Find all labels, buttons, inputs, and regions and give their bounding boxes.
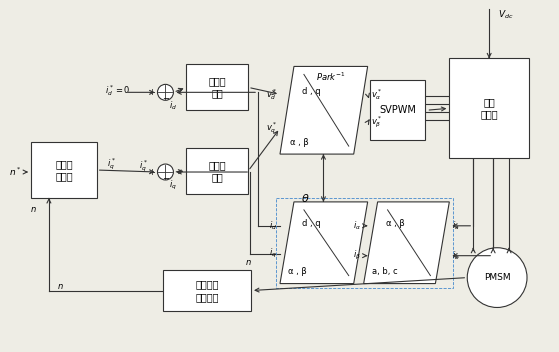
Text: 位置和速
度传感器: 位置和速 度传感器 <box>196 279 219 302</box>
Bar <box>449 58 529 158</box>
Text: 磁链控
制器: 磁链控 制器 <box>209 76 226 99</box>
Text: $i_{\alpha}$: $i_{\alpha}$ <box>353 220 361 232</box>
Text: $n$: $n$ <box>58 282 64 291</box>
Text: $Park^{-1}$: $Park^{-1}$ <box>316 70 345 83</box>
Text: +: + <box>149 168 155 176</box>
Text: 自抗扰
控制器: 自抗扰 控制器 <box>55 159 73 181</box>
Text: d , q: d , q <box>302 219 320 228</box>
Text: $i_d$: $i_d$ <box>269 220 277 232</box>
Text: $i_d^*=0$: $i_d^*=0$ <box>105 83 131 98</box>
Text: $i_a$: $i_a$ <box>452 220 460 232</box>
Text: $i_d$: $i_d$ <box>169 99 178 112</box>
Circle shape <box>467 248 527 308</box>
Bar <box>31 142 97 198</box>
Text: $v_{\beta}^*$: $v_{\beta}^*$ <box>371 114 382 130</box>
Text: $V_{dc}$: $V_{dc}$ <box>498 8 514 21</box>
Text: $v_q^*$: $v_q^*$ <box>266 120 277 136</box>
Polygon shape <box>364 202 449 284</box>
Text: $\theta$: $\theta$ <box>301 192 309 204</box>
Text: $i_q$: $i_q$ <box>169 178 177 191</box>
Bar <box>186 148 248 194</box>
Text: $n$: $n$ <box>245 258 252 267</box>
Text: α , β: α , β <box>288 267 307 276</box>
Text: 转矩控
制器: 转矩控 制器 <box>209 160 226 182</box>
Circle shape <box>158 84 173 100</box>
Text: −: − <box>162 174 169 183</box>
Text: d , q: d , q <box>302 87 320 96</box>
Text: $v_{\alpha}^*$: $v_{\alpha}^*$ <box>371 87 382 102</box>
Text: α , β: α , β <box>290 138 309 147</box>
Text: α , β: α , β <box>386 219 404 228</box>
Bar <box>163 270 251 312</box>
Text: a, b, c: a, b, c <box>372 267 397 276</box>
Text: PMSM: PMSM <box>484 273 510 282</box>
Text: $n$: $n$ <box>30 205 36 214</box>
Text: $i_q$: $i_q$ <box>269 247 277 260</box>
Text: $v_d^*$: $v_d^*$ <box>266 87 277 102</box>
Text: $i_b$: $i_b$ <box>452 250 460 262</box>
Bar <box>276 198 453 288</box>
Text: +: + <box>149 88 155 97</box>
Text: 三相
逆变器: 三相 逆变器 <box>480 97 498 119</box>
Text: $i_q^*$: $i_q^*$ <box>139 158 148 174</box>
Text: $n^*$: $n^*$ <box>9 166 21 178</box>
Text: $i_q^*$: $i_q^*$ <box>107 156 116 172</box>
Bar <box>186 64 248 110</box>
Bar <box>369 80 425 140</box>
Polygon shape <box>280 67 368 154</box>
Text: SVPWM: SVPWM <box>379 105 416 115</box>
Circle shape <box>158 164 173 180</box>
Text: −: − <box>162 94 169 103</box>
Text: $i_{\beta}$: $i_{\beta}$ <box>353 249 361 262</box>
Polygon shape <box>280 202 368 284</box>
